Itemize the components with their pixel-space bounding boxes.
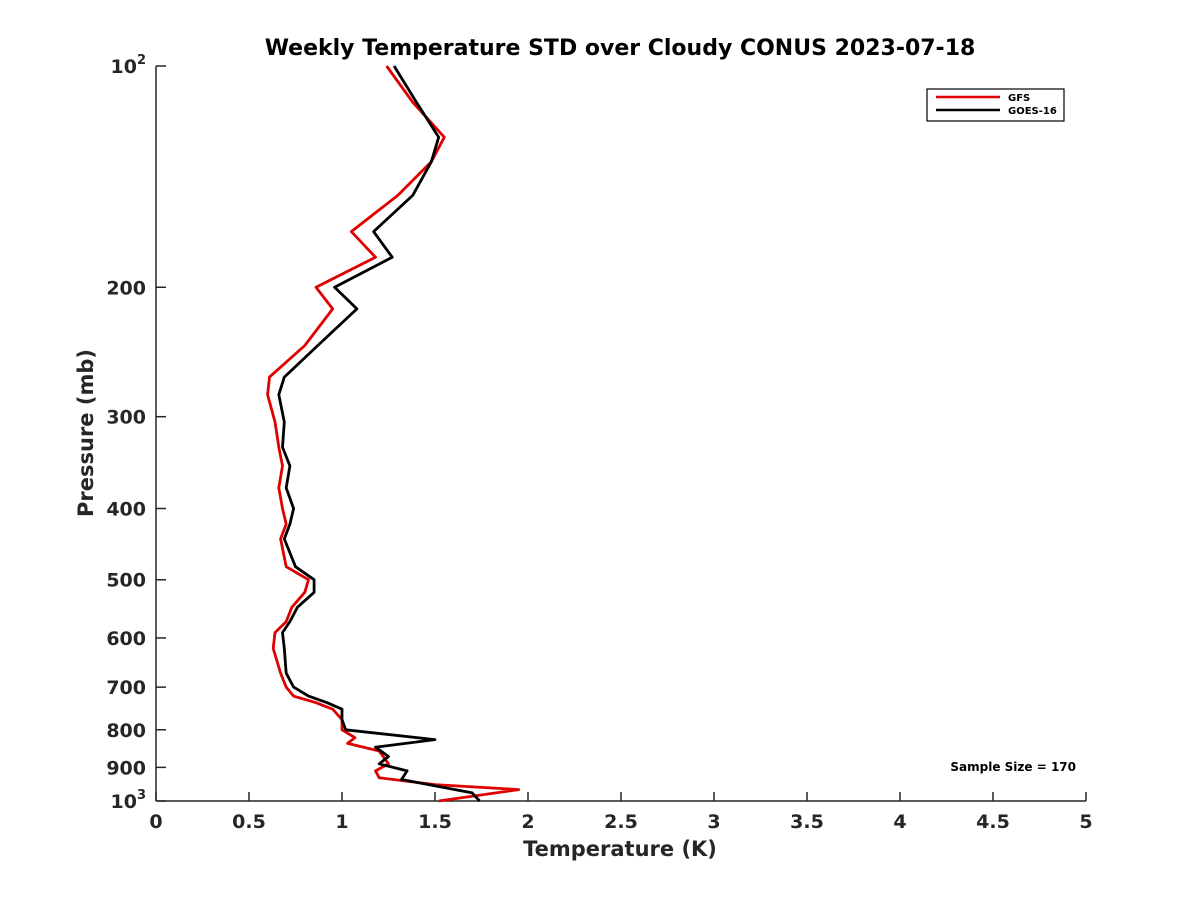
y-tick-label: 800 — [106, 720, 146, 742]
y-axis-ticks: 102 200 300 400 500 600 700 800 900 103 — [106, 53, 166, 813]
x-tick-label: 3.5 — [790, 811, 824, 833]
plot-frame — [155, 66, 1086, 802]
chart-title: Weekly Temperature STD over Cloudy CONUS… — [265, 36, 976, 61]
x-axis-label: Temperature (K) — [523, 837, 717, 861]
x-tick-label: 1.5 — [418, 811, 452, 833]
y-tick-label: 600 — [106, 628, 146, 650]
y-tick-label: 200 — [106, 277, 146, 299]
y-tick-label: 500 — [106, 570, 146, 592]
series-layer — [266, 65, 521, 803]
legend-label-gfs: GFS — [1008, 93, 1030, 104]
legend-label-goes-16: GOES-16 — [1008, 106, 1057, 117]
series-line-gfs — [266, 65, 521, 803]
y-tick-label: 300 — [106, 407, 146, 429]
x-tick-label: 0 — [149, 811, 162, 833]
y-tick-label: 900 — [106, 757, 146, 779]
y-tick-label: 700 — [106, 677, 146, 699]
legend-box — [926, 88, 1065, 122]
x-tick-label: 2.5 — [604, 811, 638, 833]
sample-size-annotation: Sample Size = 170 — [950, 760, 1076, 774]
series-line-goes-16 — [277, 65, 481, 802]
x-tick-label: 1 — [335, 811, 348, 833]
y-tick-label: 103 — [111, 788, 147, 813]
y-tick-label: 400 — [106, 499, 146, 521]
x-tick-label: 5 — [1079, 811, 1092, 833]
x-tick-label: 3 — [707, 811, 720, 833]
x-tick-label: 2 — [521, 811, 534, 833]
y-axis-label: Pressure (mb) — [74, 349, 98, 517]
legend: GFS GOES-16 — [926, 88, 1065, 122]
y-tick-label: 102 — [111, 53, 147, 78]
x-axis-ticks: 0 0.5 1 1.5 2 2.5 3 3.5 4 4.5 5 — [149, 792, 1093, 833]
x-tick-label: 4.5 — [976, 811, 1010, 833]
x-tick-label: 4 — [893, 811, 906, 833]
x-tick-label: 0.5 — [232, 811, 266, 833]
